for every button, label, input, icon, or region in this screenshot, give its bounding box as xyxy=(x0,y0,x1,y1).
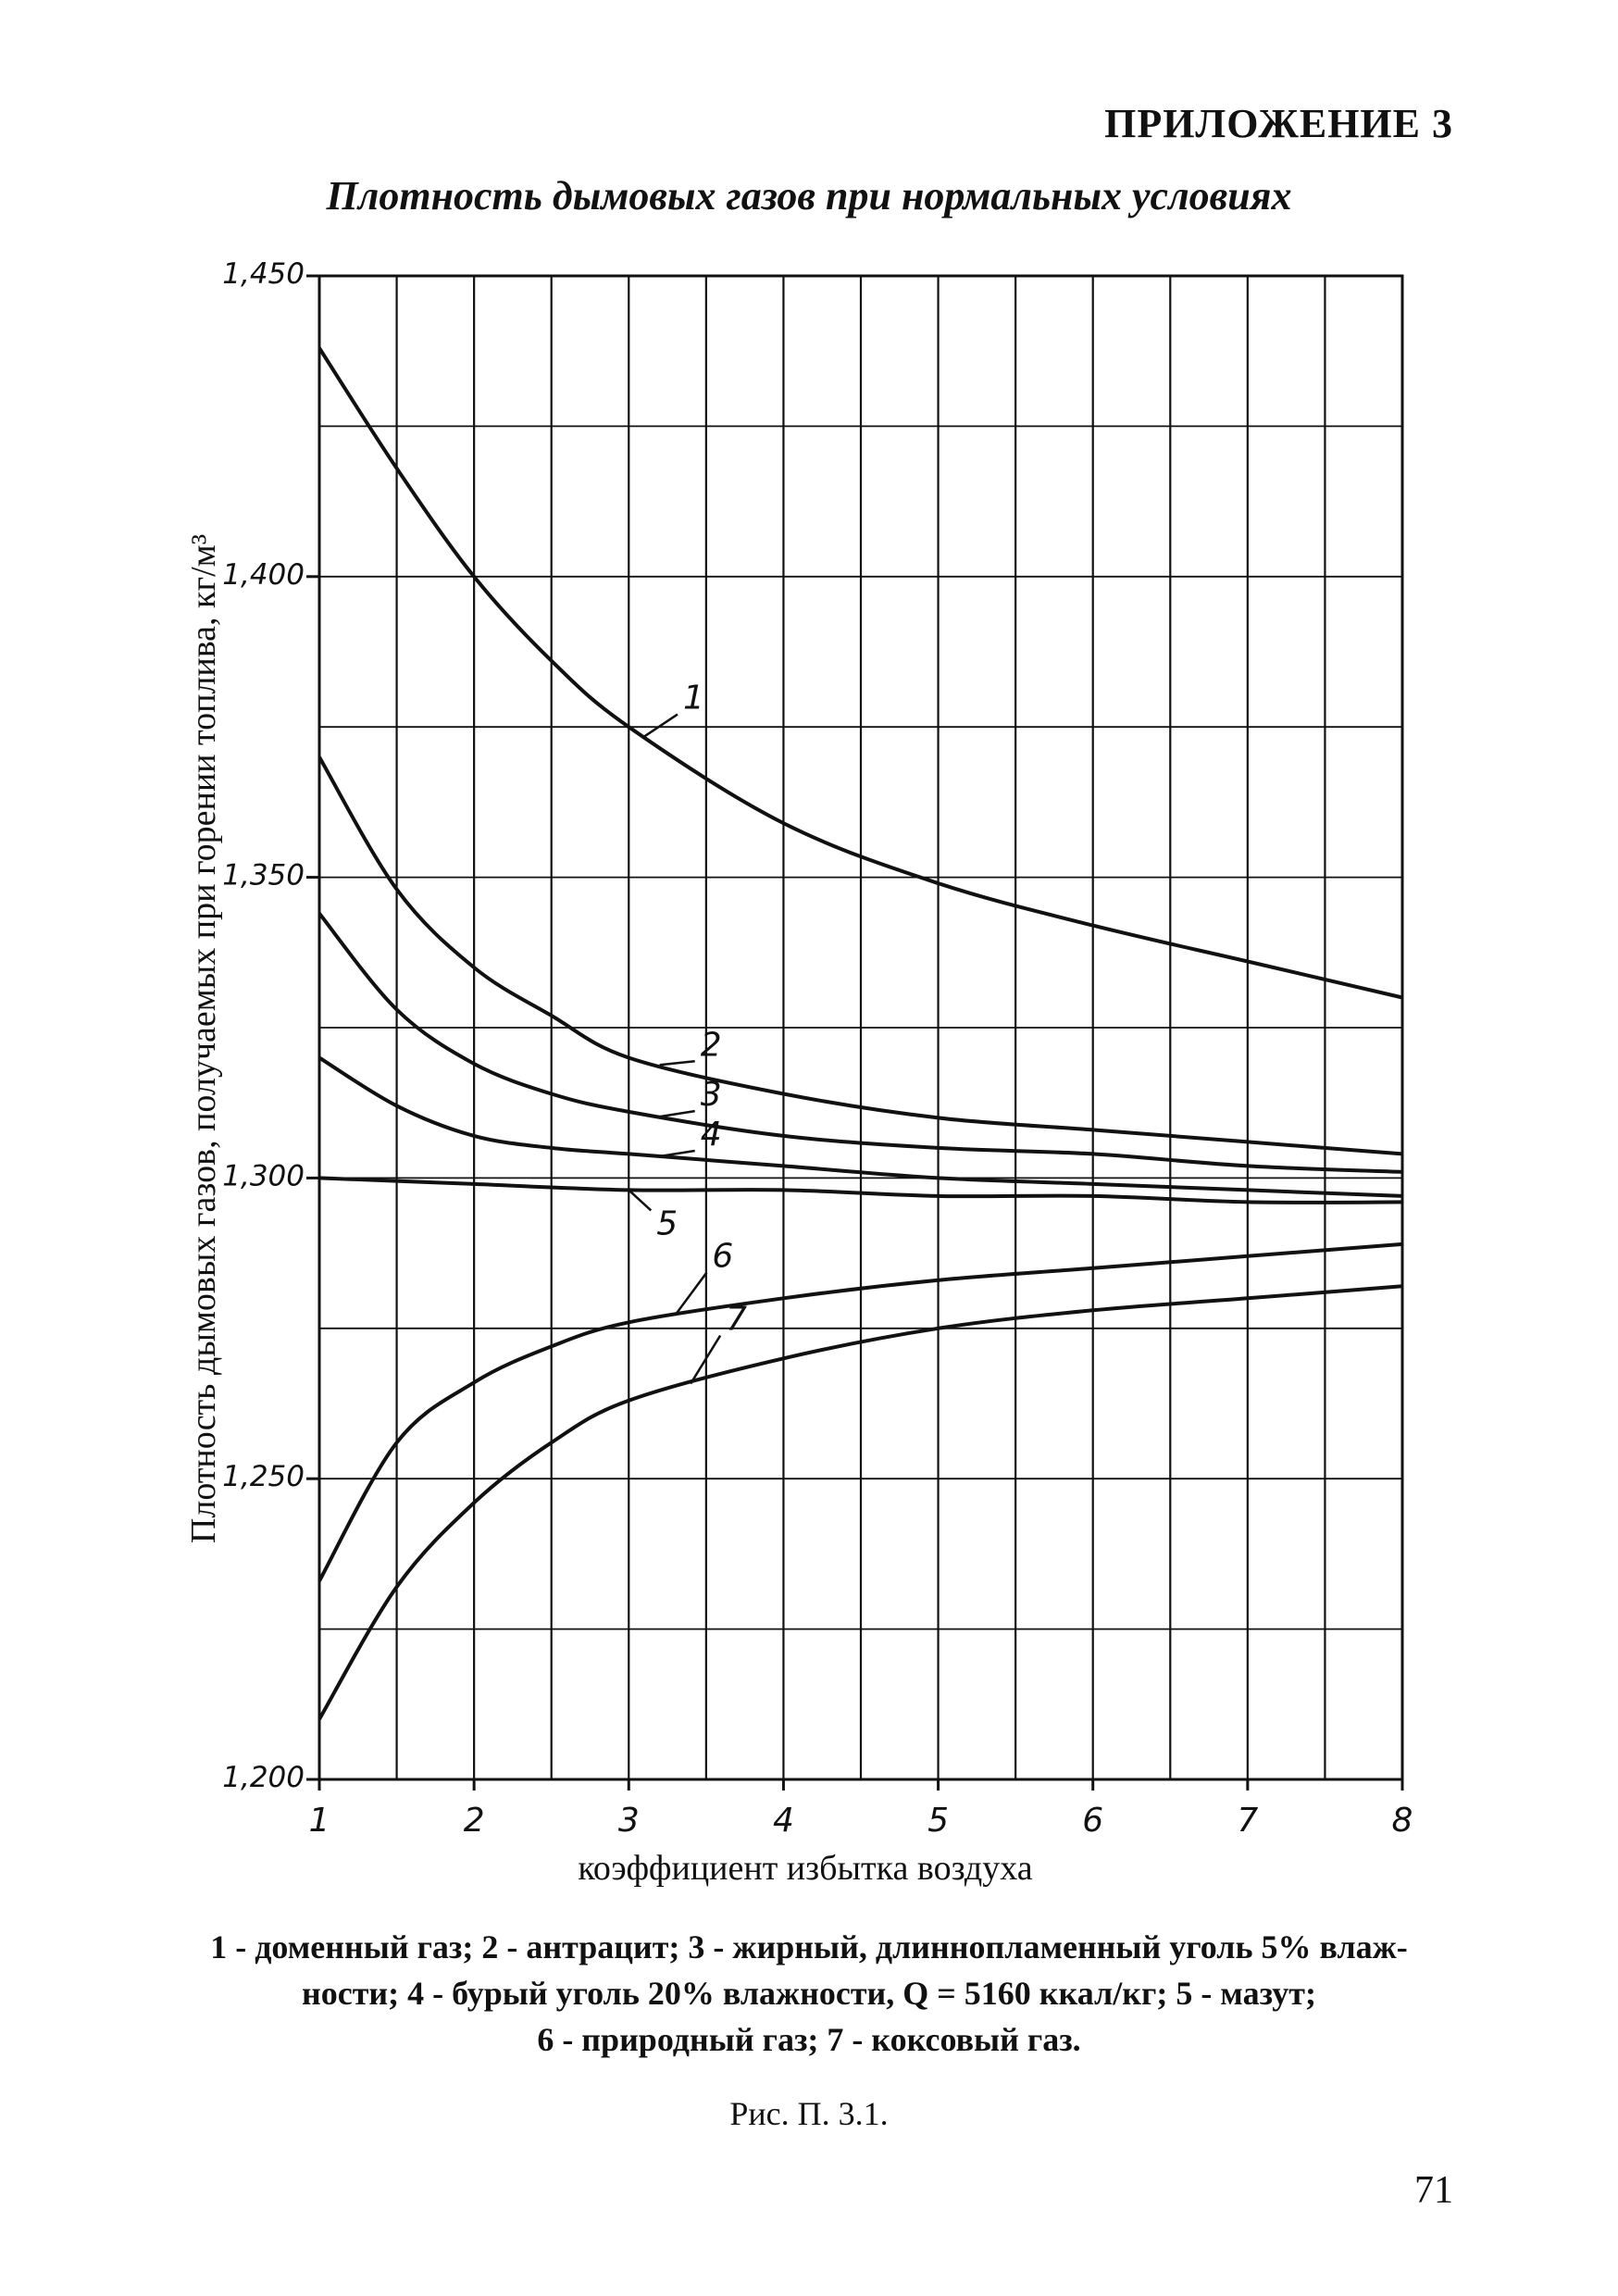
x-tick-label: 5 xyxy=(927,1802,949,1840)
chart-title: Плотность дымовых газов при нормальных у… xyxy=(326,173,1292,218)
curve-leader-6 xyxy=(674,1271,708,1316)
x-tick-label: 8 xyxy=(1392,1802,1413,1840)
series-line-1 xyxy=(317,346,1403,1000)
curve-leader-5 xyxy=(628,1189,653,1212)
figure-caption: 1 - доменный газ; 2 - антрацит; 3 - жирн… xyxy=(139,1924,1479,2063)
y-axis-title: Плотность дымовых газов, получаемых при … xyxy=(184,534,223,1543)
y-tick-label: 1,250 xyxy=(222,1460,305,1493)
y-tick-label: 1,350 xyxy=(222,859,305,892)
curve-leader-4 xyxy=(659,1149,695,1158)
grid-lines xyxy=(319,276,1402,1779)
y-axis-ticks: 1,200 1,250 1,300 1,350 1,400 1,450 xyxy=(222,257,319,1794)
y-tick-label: 1,300 xyxy=(222,1159,305,1192)
appendix-heading: ПРИЛОЖЕНИЕ 3 xyxy=(1104,101,1453,146)
series-line-6 xyxy=(317,1242,1403,1582)
plot-frame xyxy=(317,274,1404,1781)
x-axis-ticks: 1 2 3 4 5 6 7 8 xyxy=(309,1779,1413,1840)
caption-line-2: ности; 4 - бурый уголь 20% влажности, Q … xyxy=(302,1975,1316,2012)
series-line-5 xyxy=(318,1176,1403,1204)
curve-label-5: 5 xyxy=(656,1204,678,1242)
y-tick-label: 1,200 xyxy=(222,1761,305,1794)
x-tick-label: 4 xyxy=(773,1802,794,1840)
x-tick-label: 7 xyxy=(1237,1802,1258,1840)
y-tick-label: 1,450 xyxy=(222,257,305,291)
curve-label-4: 4 xyxy=(701,1116,722,1154)
page-number: 71 xyxy=(1414,2169,1453,2212)
series-line-4 xyxy=(317,1055,1403,1198)
curve-label-1: 1 xyxy=(683,680,704,718)
curve-label-6: 6 xyxy=(712,1238,733,1276)
series-line-3 xyxy=(317,912,1403,1174)
x-tick-label: 1 xyxy=(309,1802,330,1840)
x-tick-label: 2 xyxy=(464,1802,485,1840)
curve-label-2: 2 xyxy=(701,1026,722,1064)
caption-line-1: 1 - доменный газ; 2 - антрацит; 3 - жирн… xyxy=(210,1928,1408,1965)
curve-leader-2 xyxy=(659,1060,695,1067)
caption-line-3: 6 - природный газ; 7 - коксовый газ. xyxy=(537,2021,1081,2058)
x-tick-label: 6 xyxy=(1082,1802,1103,1840)
x-axis-title: коэффициент избытка воздуха xyxy=(578,1849,1032,1888)
curve-leader-1 xyxy=(643,713,678,738)
y-tick-label: 1,400 xyxy=(222,558,305,592)
curve-leader-7 xyxy=(690,1334,722,1385)
figure-label: Рис. П. 3.1. xyxy=(729,2095,889,2132)
x-tick-label: 3 xyxy=(618,1802,640,1840)
curve-label-7: 7 xyxy=(726,1301,747,1339)
curve-label-3: 3 xyxy=(701,1076,722,1114)
series-line-2 xyxy=(317,755,1403,1156)
curve-leader-3 xyxy=(659,1109,695,1118)
series-line-7 xyxy=(317,1284,1403,1721)
series-lines xyxy=(317,346,1403,1721)
